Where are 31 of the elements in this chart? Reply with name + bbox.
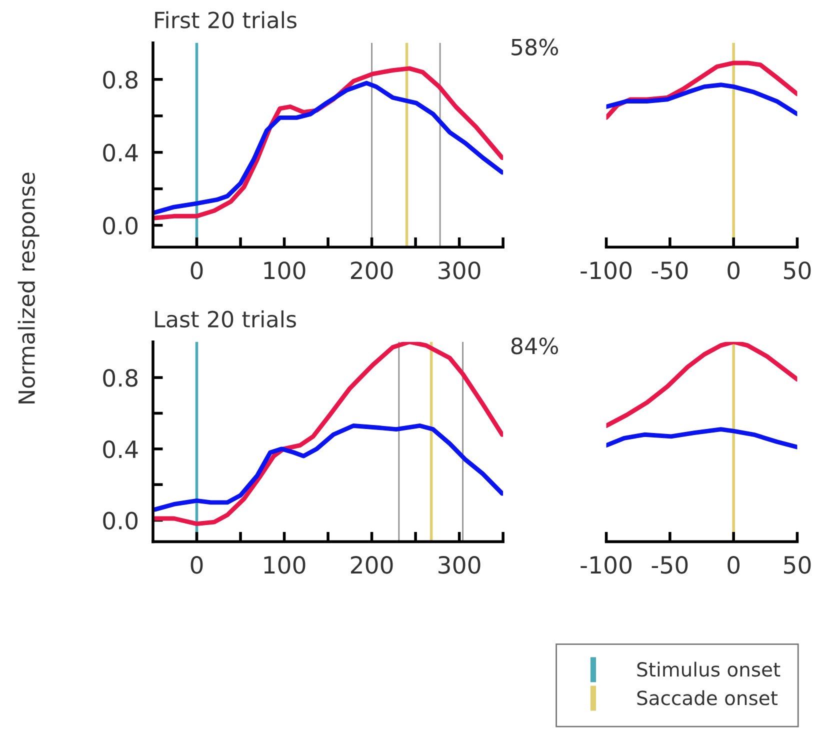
x-tick-label: -100 xyxy=(580,261,632,280)
x-tick-label: 300 xyxy=(438,556,480,574)
x-tick-label: 200 xyxy=(350,556,393,574)
chart-title: First 20 trials xyxy=(155,11,296,28)
x-tick-label: 100 xyxy=(264,556,306,574)
legend-label: Stimulus onset xyxy=(637,662,780,677)
text: 84% xyxy=(511,338,558,354)
x-tick-label: -100 xyxy=(580,556,632,574)
y-tick-label: 0.4 xyxy=(103,440,138,458)
x-tick-label: 50 xyxy=(784,556,811,574)
y-axis-title: Normalized response xyxy=(18,172,40,404)
x-tick-label: 50 xyxy=(784,261,811,280)
x-tick-label: -50 xyxy=(652,261,688,280)
x-tick-label: 0 xyxy=(190,556,203,574)
x-tick-label: 100 xyxy=(264,261,306,280)
x-tick-label: -50 xyxy=(652,556,688,574)
y-tick-label: 0.8 xyxy=(103,369,138,387)
x-tick-label: 300 xyxy=(438,261,480,280)
y-tick-label: 0.4 xyxy=(103,144,138,162)
line-series xyxy=(153,342,504,526)
y-tick-label: 0.0 xyxy=(103,512,138,530)
y-tick-label: 0.0 xyxy=(103,216,138,235)
x-tick-label: 0 xyxy=(728,556,740,574)
x-tick-label: 200 xyxy=(350,261,393,280)
legend-label: Saccade onset xyxy=(637,690,778,706)
x-tick-label: 0 xyxy=(190,261,203,280)
chart-title: Last 20 trials xyxy=(155,310,296,328)
line-series xyxy=(153,424,504,512)
x-tick-label: 0 xyxy=(728,261,740,280)
y-tick-label: 0.8 xyxy=(103,70,138,89)
text: 58% xyxy=(512,38,558,56)
